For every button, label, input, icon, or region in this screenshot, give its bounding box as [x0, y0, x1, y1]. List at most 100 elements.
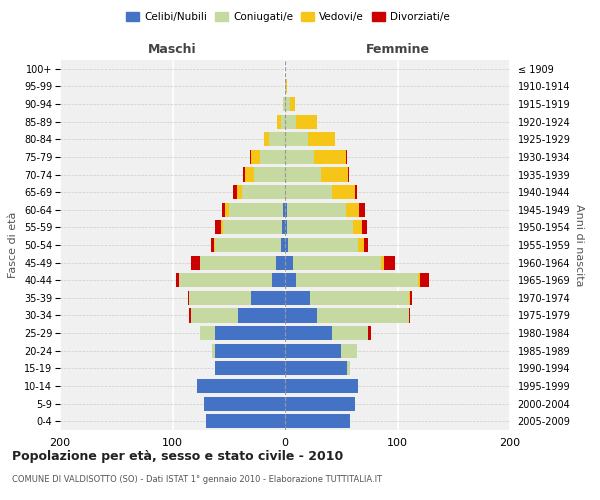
Bar — [310, 291, 409, 305]
Bar — [236, 185, 242, 199]
Bar — [281, 238, 285, 252]
Bar — [420, 273, 429, 287]
Bar — [361, 220, 367, 234]
Bar — [191, 256, 199, 270]
Bar — [353, 220, 361, 234]
Bar — [285, 291, 310, 305]
Bar — [287, 220, 353, 234]
Bar — [380, 256, 384, 270]
Bar — [199, 326, 215, 340]
Bar — [263, 132, 269, 146]
Bar — [206, 414, 285, 428]
Bar — [296, 273, 418, 287]
Bar — [285, 379, 358, 393]
Bar — [347, 362, 350, 376]
Bar — [229, 202, 283, 217]
Bar — [346, 150, 347, 164]
Bar — [190, 308, 191, 322]
Bar — [271, 273, 285, 287]
Bar — [197, 379, 285, 393]
Bar — [355, 185, 357, 199]
Bar — [215, 362, 285, 376]
Bar — [285, 114, 296, 128]
Bar — [204, 396, 285, 410]
Bar — [212, 344, 215, 358]
Bar — [296, 114, 317, 128]
Bar — [285, 185, 332, 199]
Bar — [418, 273, 420, 287]
Bar — [214, 238, 215, 252]
Bar — [238, 308, 285, 322]
Bar — [269, 132, 285, 146]
Bar — [286, 80, 287, 94]
Bar — [358, 238, 364, 252]
Bar — [251, 291, 285, 305]
Bar — [368, 326, 371, 340]
Bar — [290, 97, 295, 111]
Bar — [283, 97, 285, 111]
Bar — [242, 185, 285, 199]
Text: Popolazione per età, sesso e stato civile - 2010: Popolazione per età, sesso e stato civil… — [12, 450, 343, 463]
Bar — [199, 256, 276, 270]
Bar — [308, 132, 335, 146]
Text: Maschi: Maschi — [148, 44, 197, 57]
Bar — [289, 238, 358, 252]
Bar — [223, 220, 281, 234]
Bar — [285, 362, 347, 376]
Bar — [409, 291, 410, 305]
Bar — [285, 326, 332, 340]
Bar — [245, 168, 254, 181]
Bar — [221, 220, 223, 234]
Legend: Celibi/Nubili, Coniugati/e, Vedovi/e, Divorziati/e: Celibi/Nubili, Coniugati/e, Vedovi/e, Di… — [122, 8, 454, 26]
Bar — [410, 291, 412, 305]
Bar — [215, 220, 221, 234]
Bar — [254, 168, 285, 181]
Bar — [281, 220, 285, 234]
Bar — [285, 220, 287, 234]
Y-axis label: Fasce di età: Fasce di età — [8, 212, 19, 278]
Bar — [233, 185, 236, 199]
Bar — [283, 202, 285, 217]
Bar — [285, 80, 286, 94]
Bar — [285, 150, 314, 164]
Bar — [317, 308, 409, 322]
Bar — [222, 202, 226, 217]
Bar — [285, 238, 289, 252]
Text: COMUNE DI VALDISOTTO (SO) - Dati ISTAT 1° gennaio 2010 - Elaborazione TUTTITALIA: COMUNE DI VALDISOTTO (SO) - Dati ISTAT 1… — [12, 475, 382, 484]
Bar — [215, 344, 285, 358]
Bar — [287, 202, 346, 217]
Bar — [190, 291, 251, 305]
Bar — [250, 150, 251, 164]
Bar — [251, 150, 260, 164]
Bar — [285, 256, 293, 270]
Bar — [285, 97, 290, 111]
Bar — [285, 414, 350, 428]
Bar — [285, 396, 355, 410]
Bar — [211, 238, 214, 252]
Bar — [321, 168, 348, 181]
Bar — [285, 344, 341, 358]
Bar — [260, 150, 285, 164]
Y-axis label: Anni di nascita: Anni di nascita — [574, 204, 584, 286]
Bar — [332, 326, 368, 340]
Bar — [359, 202, 365, 217]
Bar — [285, 308, 317, 322]
Text: Femmine: Femmine — [365, 44, 430, 57]
Bar — [332, 185, 355, 199]
Bar — [215, 326, 285, 340]
Bar — [384, 256, 395, 270]
Bar — [276, 256, 285, 270]
Bar — [285, 168, 321, 181]
Bar — [215, 238, 281, 252]
Bar — [285, 273, 296, 287]
Bar — [314, 150, 346, 164]
Bar — [341, 344, 357, 358]
Bar — [191, 308, 238, 322]
Bar — [285, 202, 287, 217]
Bar — [293, 256, 380, 270]
Bar — [281, 114, 285, 128]
Bar — [409, 308, 410, 322]
Bar — [188, 291, 190, 305]
Bar — [348, 168, 349, 181]
Bar — [244, 168, 245, 181]
